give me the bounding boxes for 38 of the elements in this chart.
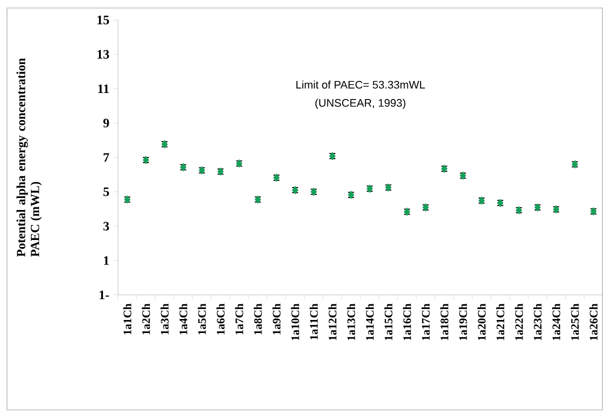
x-tick-label: 1a26Ch (589, 304, 598, 340)
y-tick-label: 5 (103, 188, 109, 196)
y-tick-label: 1- (100, 290, 109, 300)
x-tick-label: 1a25Ch (570, 304, 579, 340)
y-axis-title: Potential alpha energy concentration PAEC (mWL) (16, 58, 42, 257)
y-tick-label: 3 (103, 222, 109, 231)
x-tick-label: 1a16Ch (402, 304, 412, 340)
x-tick-label: 1a10Ch (291, 304, 300, 340)
x-tick-label: 1a21Ch (496, 304, 504, 340)
x-tick-label: 1a9Ch (272, 304, 280, 334)
y-tick-label: 13 (98, 50, 109, 59)
x-tick-label: 1a5Ch (198, 304, 206, 334)
x-tick-label: 1a7Ch (235, 304, 244, 334)
x-tick-label: 1a18Ch (440, 304, 448, 340)
x-tick-label: 1a3Ch (160, 304, 169, 334)
annotation: Limit of PAEC= 53.33mWL (296, 80, 425, 89)
x-tick-label: 1a13Ch (347, 304, 356, 340)
x-tick-label: 1a1Ch (123, 304, 132, 334)
x-tick-label: 1a24Ch (552, 304, 560, 340)
annotation: (UNSCEAR, 1993) (315, 98, 406, 109)
x-tick-label: 1a22Ch (514, 304, 523, 340)
x-tick-label: 1a8Ch (254, 304, 262, 334)
x-tick-label: 1a23Ch (534, 304, 542, 340)
x-tick-label: 1a11Ch (310, 304, 318, 340)
x-tick-label: 1a6Ch (216, 304, 225, 334)
x-tick-label: 1a19Ch (458, 304, 467, 340)
y-tick-label: 7 (104, 153, 110, 162)
x-tick-label: 1a2Ch (142, 304, 150, 334)
y-tick-label: 9 (103, 118, 109, 128)
y-tick-label: 15 (98, 16, 109, 24)
x-tick-label: 1a20Ch (478, 304, 486, 340)
x-tick-label: 1a4Ch (179, 304, 188, 334)
x-tick-label: 1a14Ch (366, 304, 374, 340)
x-tick-label: 1a12Ch (328, 304, 336, 340)
x-tick-label: 1a17Ch (422, 304, 430, 340)
x-tick-label: 1a15Ch (384, 304, 392, 340)
y-tick-label: 1 (104, 256, 109, 265)
y-tick-label: 11 (98, 84, 109, 94)
